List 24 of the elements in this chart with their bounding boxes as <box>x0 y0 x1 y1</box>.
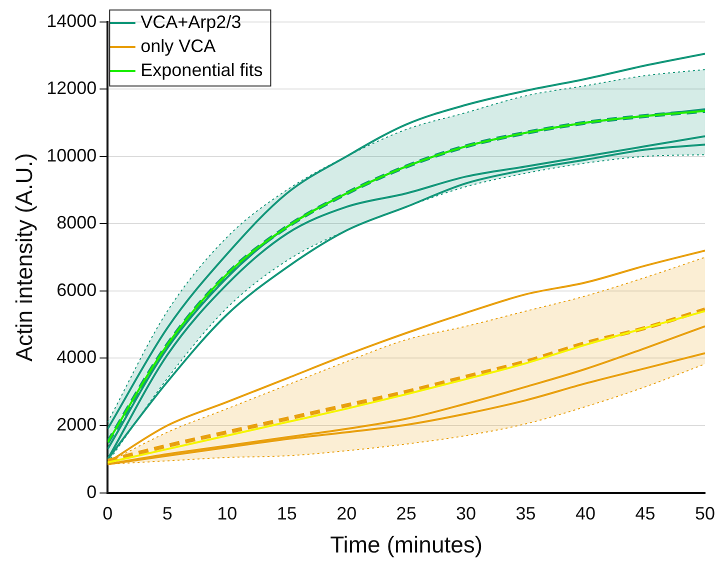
legend-label: VCA+Arp2/3 <box>140 12 242 32</box>
x-tick-label: 20 <box>336 504 357 524</box>
legend-label: Exponential fits <box>140 60 263 80</box>
x-axis-title: Time (minutes) <box>330 532 483 558</box>
legend-label: only VCA <box>140 36 216 56</box>
y-tick-label: 0 <box>86 482 97 502</box>
x-tick-label: 0 <box>102 504 113 524</box>
x-tick-label: 35 <box>516 504 536 524</box>
x-tick-label: 40 <box>576 504 596 524</box>
y-tick-label: 8000 <box>56 212 97 233</box>
x-tick-label: 45 <box>635 504 656 524</box>
y-tick-label: 14000 <box>46 10 97 31</box>
y-tick-label: 2000 <box>56 414 97 434</box>
y-tick-label: 4000 <box>56 347 97 368</box>
x-tick-label: 50 <box>694 504 716 524</box>
x-tick-label: 30 <box>456 504 476 524</box>
x-tick-label: 5 <box>162 504 172 524</box>
x-tick-label: 15 <box>276 504 297 524</box>
x-tick-label: 10 <box>217 504 238 524</box>
y-tick-label: 6000 <box>56 280 97 300</box>
y-tick-label: 10000 <box>46 145 97 166</box>
y-tick-label: 12000 <box>46 78 97 98</box>
y-axis-title: Actin intensity (A.U.) <box>11 153 38 362</box>
x-tick-label: 25 <box>396 504 416 524</box>
